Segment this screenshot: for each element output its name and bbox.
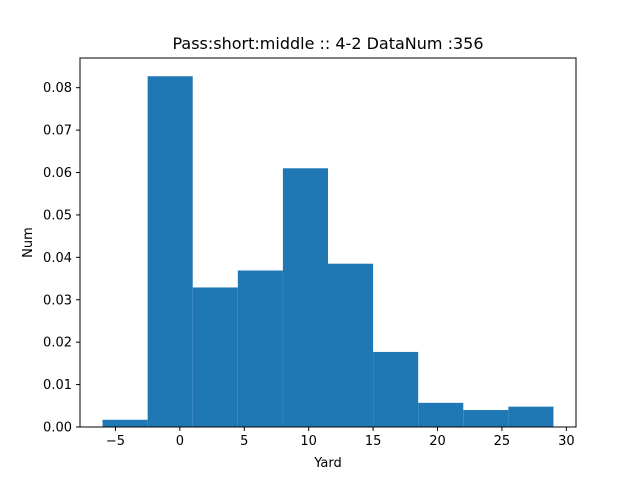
y-tick-label: 0.02	[43, 336, 72, 351]
y-tick-label: 0.04	[43, 251, 72, 266]
x-tick-label: 15	[365, 434, 382, 449]
histogram-bar-2	[192, 287, 238, 427]
histogram-bar-3	[237, 270, 283, 427]
plot-frame	[79, 57, 577, 428]
y-tick-label: 0.00	[43, 421, 72, 436]
y-tick-label: 0.08	[43, 81, 72, 96]
histogram-bar-9	[508, 406, 554, 427]
histogram-bar-1	[147, 76, 193, 428]
chart-title: Pass:short:middle :: 4-2 DataNum :356	[172, 34, 483, 53]
histogram-bar-5	[328, 263, 374, 427]
histogram-bar-4	[282, 168, 328, 427]
x-tick-label: 10	[300, 434, 317, 449]
x-tick-label: 0	[176, 434, 184, 449]
x-axis-label: Yard	[313, 456, 342, 471]
bars-group	[102, 76, 554, 428]
y-tick-label: 0.01	[43, 378, 72, 393]
y-tick-label: 0.07	[43, 124, 72, 139]
histogram-bar-0	[102, 419, 148, 427]
histogram-bar-6	[373, 351, 419, 427]
x-axis-ticks: −5 0 5 10 15 20 25 30	[106, 427, 575, 449]
histogram-bar-8	[463, 410, 509, 427]
x-tick-label: 25	[494, 434, 511, 449]
histogram-bar-7	[418, 402, 464, 427]
x-tick-label: 30	[558, 434, 575, 449]
y-tick-label: 0.06	[43, 166, 72, 181]
x-tick-label: −5	[106, 434, 125, 449]
y-tick-label: 0.03	[43, 293, 72, 308]
y-tick-label: 0.05	[43, 208, 72, 223]
x-tick-label: 5	[240, 434, 248, 449]
y-axis-label: Num	[21, 227, 36, 258]
y-axis-ticks: 0.00 0.01 0.02 0.03 0.04 0.05 0.06 0.07 0.08	[43, 81, 80, 436]
x-tick-label: 20	[429, 434, 446, 449]
